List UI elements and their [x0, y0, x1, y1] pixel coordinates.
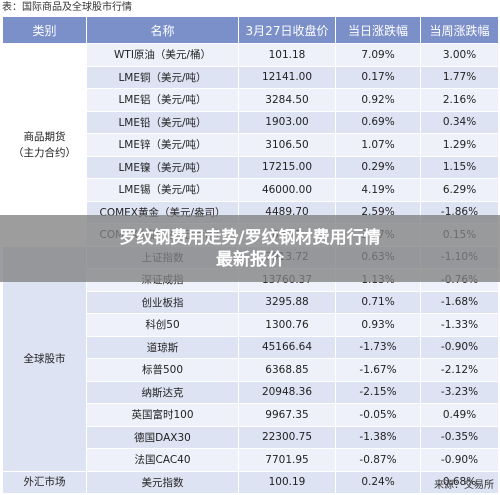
week-change-cell: -3.23%: [420, 380, 499, 404]
instrument-name-cell: LME锡（美元/吨）: [86, 178, 239, 202]
table-caption: 表：国际商品及全球股市行情: [2, 2, 132, 13]
day-change-cell: 0.17%: [335, 65, 421, 89]
category-cell: 外汇市场: [2, 470, 87, 494]
table-row: 商品期货 （主力合约） WTI原油（美元/桶） 101.18 7.09% 3.00%: [2, 43, 499, 247]
day-change-cell: -1.73%: [335, 335, 421, 359]
week-change-cell: -0.90%: [420, 335, 499, 359]
week-change-cell: -1.33%: [420, 313, 499, 337]
close-price-cell: 7701.95: [238, 448, 336, 472]
instrument-name-cell: LME镍（美元/吨）: [86, 155, 239, 179]
table-row: LME锡（美元/吨） 46000.00 4.19% 6.29%: [3, 178, 499, 202]
instrument-name-cell: 创业板指: [86, 290, 239, 314]
day-change-cell: 0.69%: [335, 110, 421, 134]
day-change-cell: -1.38%: [335, 425, 421, 449]
table-row: 标普500 6368.85 -1.67% -2.12%: [3, 358, 499, 382]
close-price-cell: 3295.88: [238, 290, 336, 314]
day-change-cell: -2.15%: [335, 380, 421, 404]
header-row: 类别 名称 3月27日收盘价 当日涨跌幅 当周涨跌幅: [2, 16, 499, 44]
table-row: 德国DAX30 22300.75 -1.38% -0.35%: [3, 425, 499, 449]
close-price-cell: 3284.50: [238, 88, 336, 112]
week-change-cell: 6.29%: [420, 178, 499, 202]
day-change-cell: 0.92%: [335, 88, 421, 112]
close-price-cell: 22300.75: [238, 425, 336, 449]
close-price-cell: 17215.00: [238, 155, 336, 179]
close-price-cell: 20948.36: [238, 380, 336, 404]
instrument-name-cell: 道琼斯: [86, 335, 239, 359]
instrument-name-cell: 德国DAX30: [86, 425, 239, 449]
header-week-change: 当周涨跌幅: [420, 16, 499, 44]
instrument-name-cell: LME铅（美元/吨）: [86, 110, 239, 134]
table-row: 外汇市场 美元指数 100.19 0.24% 0.68%: [2, 470, 499, 494]
header-close: 3月27日收盘价: [238, 16, 336, 44]
week-change-cell: 1.29%: [420, 133, 499, 157]
table-row: LME锌（美元/吨） 3106.50 1.07% 1.29%: [3, 133, 499, 157]
week-change-cell: 2.16%: [420, 88, 499, 112]
close-price-cell: 6368.85: [238, 358, 336, 382]
instrument-name-cell: 法国CAC40: [86, 448, 239, 472]
day-change-cell: 0.24%: [335, 470, 421, 494]
close-price-cell: 101.18: [238, 43, 336, 67]
instrument-name-cell: 纳斯达克: [86, 380, 239, 404]
table-row: LME铅（美元/吨） 1903.00 0.69% 0.34%: [3, 110, 499, 134]
overlay-line-2: 最新报价: [216, 249, 284, 270]
week-change-cell: 1.15%: [420, 155, 499, 179]
close-price-cell: 3106.50: [238, 133, 336, 157]
day-change-cell: 1.07%: [335, 133, 421, 157]
day-change-cell: 0.71%: [335, 290, 421, 314]
day-change-cell: -0.05%: [335, 403, 421, 427]
close-price-cell: 9967.35: [238, 403, 336, 427]
source-note: 来源：交易所: [434, 480, 494, 491]
week-change-cell: -2.12%: [420, 358, 499, 382]
week-change-cell: -0.90%: [420, 448, 499, 472]
week-change-cell: -1.68%: [420, 290, 499, 314]
week-change-cell: 3.00%: [420, 43, 499, 67]
week-change-cell: 0.34%: [420, 110, 499, 134]
week-change-cell: 0.49%: [420, 403, 499, 427]
instrument-name-cell: 标普500: [86, 358, 239, 382]
category-cell: 全球股市: [2, 245, 87, 472]
week-change-cell: -0.35%: [420, 425, 499, 449]
table-row: LME铝（美元/吨） 3284.50 0.92% 2.16%: [3, 88, 499, 112]
overlay-line-1: 罗纹钢费用走势/罗纹钢材费用行情: [119, 227, 381, 248]
table-row: 英国富时100 9967.35 -0.05% 0.49%: [3, 403, 499, 427]
title-overlay-banner: 罗纹钢费用走势/罗纹钢材费用行情 最新报价: [0, 215, 500, 282]
day-change-cell: 0.93%: [335, 313, 421, 337]
instrument-name-cell: 英国富时100: [86, 403, 239, 427]
table-row: 法国CAC40 7701.95 -0.87% -0.90%: [3, 448, 499, 472]
day-change-cell: 4.19%: [335, 178, 421, 202]
table-row: LME镍（美元/吨） 17215.00 0.29% 1.15%: [3, 155, 499, 179]
close-price-cell: 100.19: [238, 470, 336, 494]
header-day-change: 当日涨跌幅: [335, 16, 421, 44]
instrument-name-cell: LME铜（美元/吨）: [86, 65, 239, 89]
day-change-cell: -0.87%: [335, 448, 421, 472]
day-change-cell: -1.67%: [335, 358, 421, 382]
close-price-cell: 1903.00: [238, 110, 336, 134]
header-name: 名称: [86, 16, 239, 44]
instrument-name-cell: WTI原油（美元/桶）: [86, 43, 239, 67]
instrument-name-cell: 美元指数: [86, 470, 239, 494]
instrument-name-cell: 科创50: [86, 313, 239, 337]
category-cell: 商品期货 （主力合约）: [2, 43, 87, 247]
table-row: 科创50 1300.76 0.93% -1.33%: [3, 313, 499, 337]
header-category: 类别: [2, 16, 87, 44]
close-price-cell: 45166.64: [238, 335, 336, 359]
instrument-name-cell: LME锌（美元/吨）: [86, 133, 239, 157]
week-change-cell: 1.77%: [420, 65, 499, 89]
day-change-cell: 0.29%: [335, 155, 421, 179]
close-price-cell: 1300.76: [238, 313, 336, 337]
instrument-name-cell: LME铝（美元/吨）: [86, 88, 239, 112]
week-change-cell: 0.68%: [420, 470, 499, 494]
table-row: 纳斯达克 20948.36 -2.15% -3.23%: [3, 380, 499, 404]
close-price-cell: 12141.00: [238, 65, 336, 89]
close-price-cell: 46000.00: [238, 178, 336, 202]
day-change-cell: 7.09%: [335, 43, 421, 67]
